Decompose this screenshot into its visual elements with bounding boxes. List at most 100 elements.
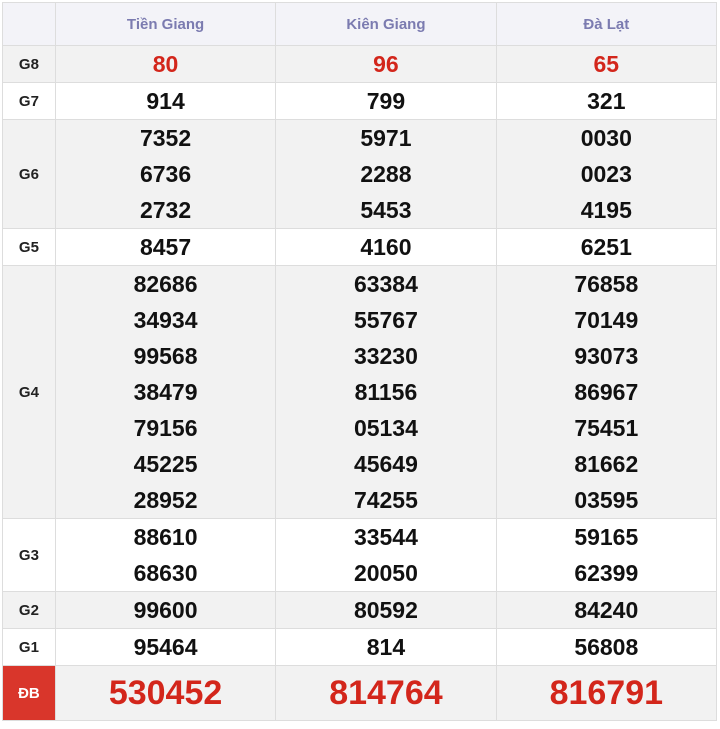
result-cell: 88610 68630 <box>56 519 277 591</box>
result-number: 0030 <box>580 125 632 151</box>
prize-label: G7 <box>3 83 56 119</box>
result-cell: 80592 <box>276 592 497 628</box>
result-number: 914 <box>146 88 185 114</box>
prize-row: G5 8457 4160 6251 <box>3 229 717 266</box>
prize-row: G2 99600 80592 84240 <box>3 592 717 629</box>
result-cell: 7352 6736 2732 <box>56 120 277 228</box>
result-number: 33544 <box>353 524 418 550</box>
result-cell: 321 <box>497 83 717 119</box>
result-number: 63384 <box>353 271 418 297</box>
result-number: 0023 <box>580 161 632 187</box>
result-number: 79156 <box>133 415 198 441</box>
corner-cell <box>3 3 56 45</box>
result-number: 5971 <box>360 125 412 151</box>
prize-row: ĐB 530452 814764 816791 <box>3 666 717 721</box>
result-number: 33230 <box>353 343 418 369</box>
result-number: 99600 <box>133 597 198 623</box>
result-number: 70149 <box>574 307 639 333</box>
result-cell: 914 <box>56 83 277 119</box>
result-cell: 814764 <box>276 666 497 720</box>
prize-row: G1 95464 814 56808 <box>3 629 717 666</box>
result-cell: 76858 70149 93073 86967 75451 81662 03595 <box>497 266 717 518</box>
result-number: 59165 <box>574 524 639 550</box>
result-cell: 80 <box>56 46 277 82</box>
result-number: 816791 <box>549 674 664 712</box>
result-number: 6736 <box>139 161 192 187</box>
prize-label: G6 <box>3 120 56 228</box>
result-number: 75451 <box>574 415 639 441</box>
results-table: Tiền Giang Kiên Giang Đà Lạt G8 80 96 65 G7 914 7… <box>2 2 717 721</box>
result-number: 38479 <box>133 379 198 405</box>
result-cell: 4160 <box>276 229 497 265</box>
result-number: 95464 <box>133 634 198 660</box>
result-number: 4160 <box>360 234 412 260</box>
result-number: 05134 <box>353 415 418 441</box>
prize-label: G4 <box>3 266 56 518</box>
result-number: 88610 <box>133 524 198 550</box>
prize-row: G4 82686 34934 99568 38479 79156 45225 28952 633… <box>3 266 717 519</box>
result-number: 7352 <box>139 125 192 151</box>
result-number: 65 <box>593 51 620 77</box>
result-cell: 63384 55767 33230 81156 05134 45649 74255 <box>276 266 497 518</box>
province-header: Tiền Giang <box>56 3 277 45</box>
result-number: 6251 <box>580 234 632 260</box>
result-number: 81156 <box>354 379 418 405</box>
prize-row: G8 80 96 65 <box>3 46 717 83</box>
result-number: 96 <box>373 51 399 77</box>
result-number: 45225 <box>133 451 198 477</box>
result-cell: 816791 <box>497 666 717 720</box>
result-number: 99568 <box>133 343 198 369</box>
result-cell: 6251 <box>497 229 717 265</box>
prize-label: ĐB <box>3 666 56 720</box>
result-cell: 530452 <box>56 666 277 720</box>
result-number: 86967 <box>574 379 639 405</box>
prize-row: G3 88610 68630 33544 20050 59165 62399 <box>3 519 717 592</box>
prize-label: G2 <box>3 592 56 628</box>
prize-label: G1 <box>3 629 56 665</box>
result-number: 34934 <box>133 307 198 333</box>
result-number: 8457 <box>139 234 192 260</box>
result-number: 93073 <box>574 343 639 369</box>
result-cell: 95464 <box>56 629 277 665</box>
result-number: 76858 <box>574 271 639 297</box>
result-number: 2732 <box>139 197 192 223</box>
result-cell: 33544 20050 <box>276 519 497 591</box>
result-cell: 0030 0023 4195 <box>497 120 717 228</box>
result-number: 80 <box>152 51 179 77</box>
result-cell: 5971 2288 5453 <box>276 120 497 228</box>
result-number: 28952 <box>133 487 198 513</box>
result-cell: 8457 <box>56 229 277 265</box>
result-cell: 99600 <box>56 592 277 628</box>
result-number: 74255 <box>353 487 418 513</box>
result-number: 4195 <box>580 197 632 223</box>
result-number: 62399 <box>574 560 639 586</box>
header-row: Tiền Giang Kiên Giang Đà Lạt <box>3 3 717 46</box>
prize-row: G7 914 799 321 <box>3 83 717 120</box>
result-number: 5453 <box>360 197 412 223</box>
result-cell: 799 <box>276 83 497 119</box>
result-number: 20050 <box>353 560 418 586</box>
result-number: 56808 <box>574 634 639 660</box>
result-number: 81662 <box>574 451 639 477</box>
result-cell: 59165 62399 <box>497 519 717 591</box>
result-number: 2288 <box>360 161 412 187</box>
result-number: 55767 <box>353 307 418 333</box>
result-number: 799 <box>366 88 406 114</box>
result-number: 84240 <box>574 597 639 623</box>
result-cell: 84240 <box>497 592 717 628</box>
result-number: 03595 <box>574 487 639 513</box>
result-number: 814 <box>366 634 406 660</box>
result-number: 814764 <box>329 674 443 712</box>
prize-label: G8 <box>3 46 56 82</box>
result-number: 68630 <box>133 560 198 586</box>
result-number: 321 <box>587 88 626 114</box>
prize-label: G3 <box>3 519 56 591</box>
province-header: Kiên Giang <box>276 3 497 45</box>
result-cell: 814 <box>276 629 497 665</box>
result-cell: 82686 34934 99568 38479 79156 45225 28952 <box>56 266 277 518</box>
prize-row: G6 7352 6736 2732 5971 2288 5453 0030 0023 4195 <box>3 120 717 229</box>
result-number: 80592 <box>353 597 418 623</box>
result-cell: 96 <box>276 46 497 82</box>
province-header: Đà Lạt <box>497 3 717 45</box>
